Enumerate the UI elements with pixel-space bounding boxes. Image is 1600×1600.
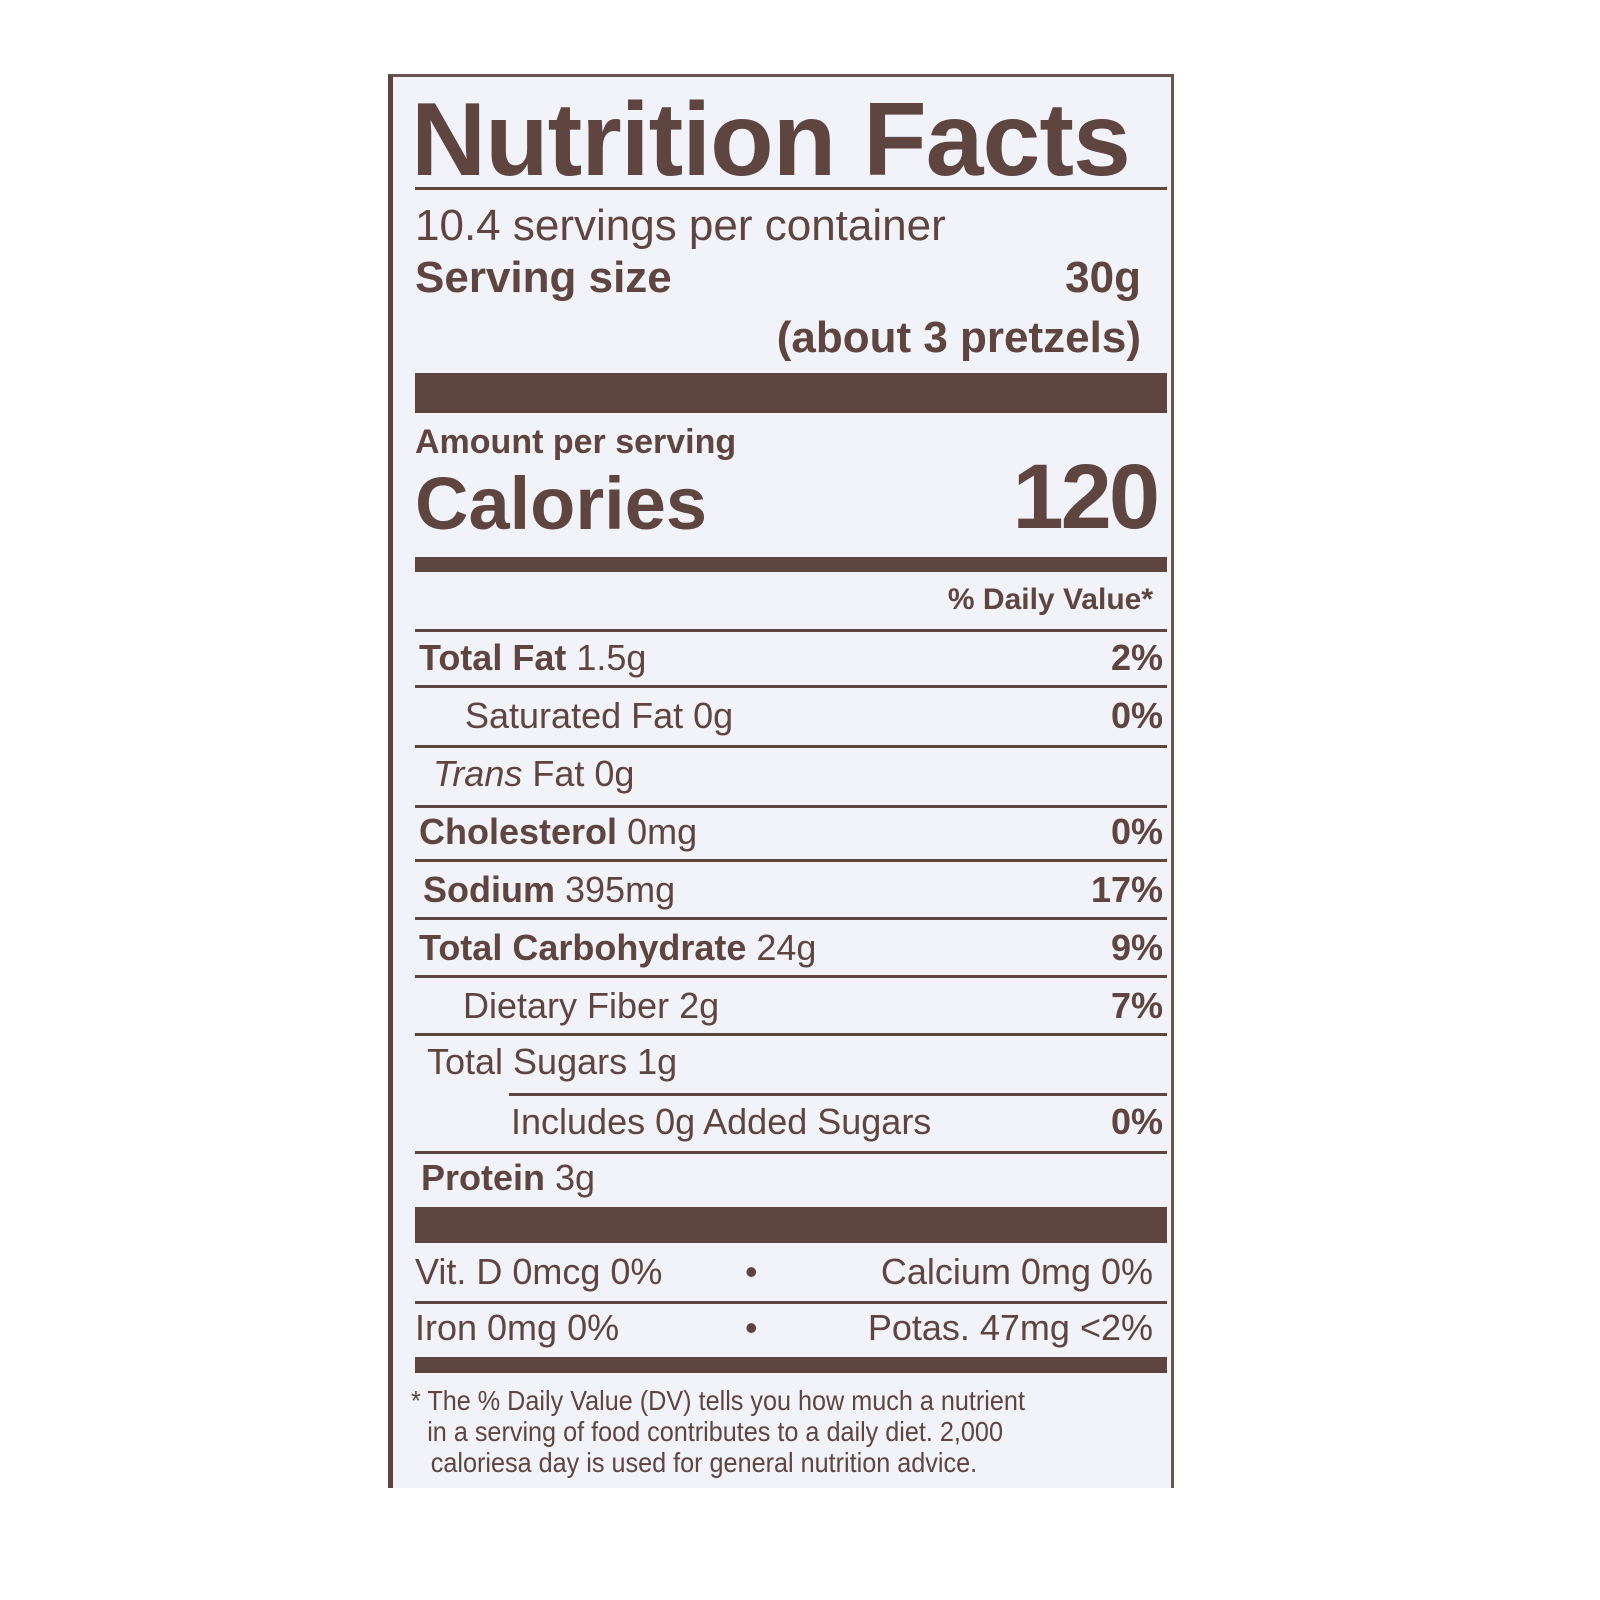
divider <box>415 859 1167 862</box>
divider <box>415 805 1167 808</box>
nutrient-amount: 24g <box>756 927 817 968</box>
bullet: • <box>745 1307 758 1348</box>
nutrient-row-protein: Protein 3g <box>415 1153 1167 1203</box>
nutrition-facts-label: Nutrition Facts 10.4 servings per contai… <box>388 74 1174 1488</box>
vitamin-d: Vit. D 0mcg 0% <box>415 1251 663 1292</box>
calories-label: Calories <box>415 462 708 545</box>
divider <box>509 1093 1167 1096</box>
nutrient-dv: 2% <box>1110 637 1163 678</box>
divider <box>415 917 1167 920</box>
nutrient-dv: 17% <box>1090 869 1163 910</box>
nutrient-name: Sodium <box>423 869 555 910</box>
nutrient-name: Saturated Fat <box>465 695 684 736</box>
bullet: • <box>745 1251 758 1292</box>
nutrient-row-dietary-fiber: Dietary Fiber 2g 7% <box>415 981 1167 1031</box>
label-title: Nutrition Facts <box>411 82 1131 198</box>
vitamin-row: Iron 0mg 0% • Potas. 47mg <2% <box>415 1303 1167 1353</box>
vitamin-row: Vit. D 0mcg 0% • Calcium 0mg 0% <box>415 1247 1167 1297</box>
nutrient-row-added-sugars: Includes 0g Added Sugars 0% <box>415 1097 1167 1147</box>
nutrient-amount: 0g <box>693 695 734 736</box>
calories-value: 120 <box>1012 446 1160 548</box>
nutrient-dv: 0% <box>1110 1101 1163 1142</box>
medium-divider <box>415 557 1167 572</box>
nutrient-name: Total Sugars <box>427 1041 628 1082</box>
nutrient-name: Includes 0g Added Sugars <box>511 1101 932 1142</box>
divider <box>415 745 1167 748</box>
nutrient-row-cholesterol: Cholesterol 0mg 0% <box>415 807 1167 857</box>
nutrient-amount: 2g <box>679 985 720 1026</box>
thick-divider <box>415 1207 1167 1243</box>
nutrient-amount: Fat 0g <box>532 753 635 794</box>
nutrient-name: Cholesterol <box>419 811 618 852</box>
divider <box>415 187 1167 190</box>
divider <box>415 629 1167 632</box>
nutrient-amount: 0mg <box>627 811 698 852</box>
nutrient-name: Protein <box>421 1157 546 1198</box>
iron: Iron 0mg 0% <box>415 1307 620 1348</box>
divider <box>415 1033 1167 1036</box>
nutrient-row-trans-fat: Trans Fat 0g <box>415 749 1167 799</box>
divider <box>415 1301 1167 1304</box>
nutrient-row-total-carbohydrate: Total Carbohydrate 24g 9% <box>415 923 1167 973</box>
serving-size-value: 30g <box>1065 253 1141 302</box>
nutrient-row-total-fat: Total Fat 1.5g 2% <box>415 633 1167 683</box>
nutrient-dv: 9% <box>1110 927 1163 968</box>
serving-size-note: (about 3 pretzels) <box>776 313 1141 362</box>
serving-size-label: Serving size <box>415 253 672 302</box>
nutrient-name: Total Carbohydrate <box>419 927 747 968</box>
nutrient-dv: 0% <box>1110 811 1163 852</box>
nutrient-amount: 1g <box>637 1041 678 1082</box>
calcium: Calcium 0mg 0% <box>880 1251 1153 1292</box>
footnote-line: in a serving of food contributes to a da… <box>427 1416 1003 1447</box>
divider <box>415 975 1167 978</box>
nutrient-dv: 7% <box>1110 985 1163 1026</box>
nutrient-name: Dietary Fiber <box>463 985 670 1026</box>
medium-divider <box>415 1357 1167 1373</box>
nutrient-name: Total Fat <box>419 637 567 678</box>
divider <box>415 1151 1167 1154</box>
nutrient-amount: 1.5g <box>576 637 647 678</box>
footnote-line: caloriesa day is used for general nutrit… <box>430 1447 978 1478</box>
nutrient-row-total-sugars: Total Sugars 1g <box>415 1037 1167 1087</box>
nutrient-row-saturated-fat: Saturated Fat 0g 0% <box>415 691 1167 741</box>
nutrient-row-sodium: Sodium 395mg 17% <box>415 865 1167 915</box>
nutrient-amount: 395mg <box>565 869 676 910</box>
footnote: * The % Daily Value (DV) tells you how m… <box>411 1385 1025 1478</box>
thick-divider <box>415 373 1167 413</box>
potassium: Potas. 47mg <2% <box>867 1307 1153 1348</box>
nutrient-dv: 0% <box>1110 695 1163 736</box>
daily-value-header: % Daily Value* <box>947 583 1153 616</box>
servings-per-container: 10.4 servings per container <box>415 201 946 250</box>
amount-per-serving: Amount per serving <box>415 423 737 461</box>
nutrient-name: Trans <box>433 753 523 794</box>
nutrient-amount: 3g <box>555 1157 596 1198</box>
divider <box>415 685 1167 688</box>
footnote-line: * The % Daily Value (DV) tells you how m… <box>411 1385 1025 1416</box>
